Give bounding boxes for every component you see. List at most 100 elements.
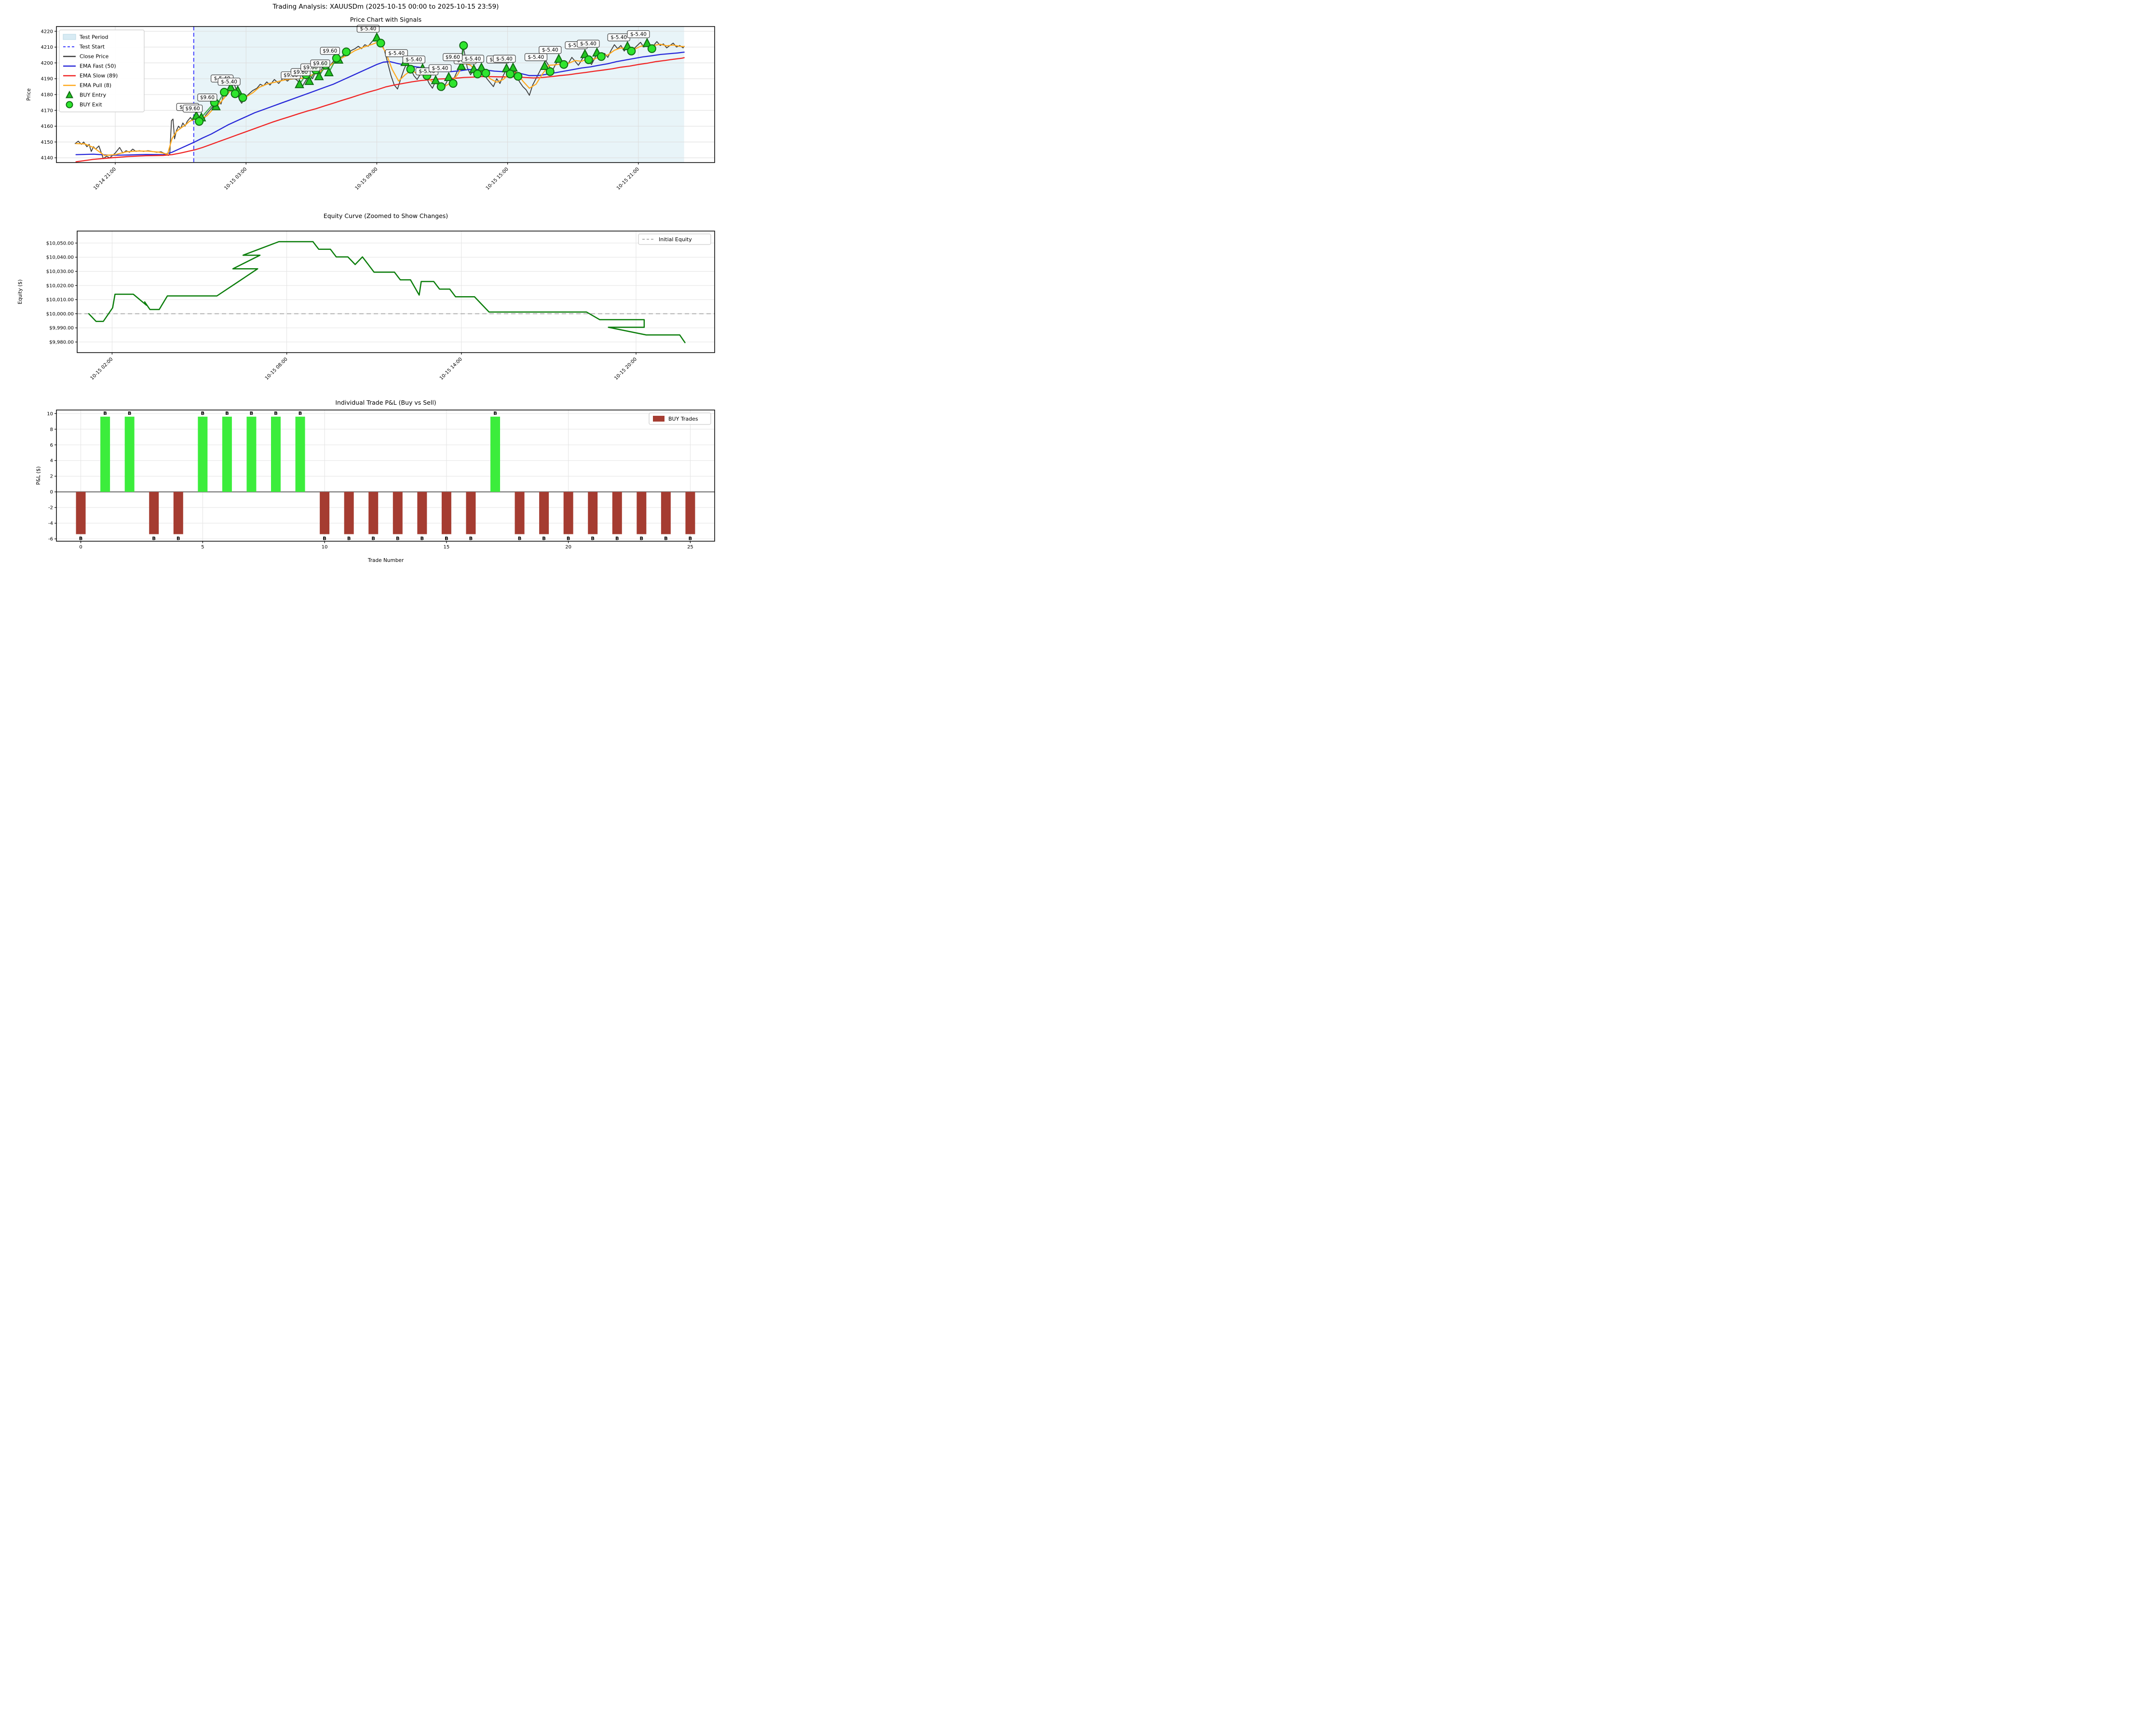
equity-axis-label: Equity ($) [17, 279, 23, 304]
trade-number-axis-label: Trade Number [367, 558, 404, 563]
trade-annotation: $-5.40 [524, 53, 548, 61]
pnl-bar [271, 416, 281, 492]
pnl-bar [393, 492, 403, 534]
pnl-bar [661, 492, 671, 534]
bar-label: B [469, 536, 473, 541]
pnl-bar [417, 492, 427, 534]
pnl-bar [588, 492, 598, 534]
y-tick-label: 4140 [41, 156, 53, 161]
annotation-text: $-5.40 [432, 66, 448, 71]
bar-label: B [420, 536, 424, 541]
annotation-text: $9.60 [186, 106, 200, 112]
annotation-box [577, 40, 600, 48]
legend-item-label: Close Price [80, 54, 109, 60]
bar-label: B [152, 536, 156, 541]
legend-item-label: Initial Equity [659, 236, 692, 243]
x-tick-label: 0 [79, 545, 82, 550]
buy-entry-marker [540, 60, 550, 70]
trade-annotation: $9.60 [320, 47, 340, 55]
annotation-box [539, 46, 562, 54]
buy-entry-marker [642, 38, 652, 47]
x-tick-label: 10-15 20:00 [613, 356, 638, 381]
trade-annotation: $-5.40 [607, 33, 630, 41]
x-tick-label: 10-15 09:00 [354, 166, 379, 191]
pnl-bar [515, 492, 525, 534]
annotation-box [310, 59, 330, 68]
bar-label: B [250, 411, 254, 416]
trade-annotation: $-5.40 [402, 55, 425, 64]
pnl-bar [441, 492, 451, 534]
pnl-axis-label: P&L ($) [36, 466, 41, 485]
axes-frame [56, 26, 715, 163]
buy-exit-marker [376, 39, 385, 48]
buy-exit-marker [220, 88, 229, 97]
y-tick-label: 4 [50, 458, 53, 464]
buy-exit-marker [506, 69, 515, 79]
trade-annotation: $-5.40 [493, 55, 516, 63]
annotation-text: $9.60 [446, 55, 460, 60]
annotation-text: $9.60 [323, 48, 337, 54]
pnl-bar [466, 492, 476, 534]
buy-exit-marker [481, 68, 490, 78]
bar-label: B [591, 536, 595, 541]
pnl-chart: B B B B B B B B B B B B B B B B B B B B B B B B B B -6 -4 -2 0 2 4 6 8 10 0… [47, 410, 715, 550]
annotation-box [493, 55, 516, 63]
y-tick-label: -6 [48, 537, 53, 542]
pnl-bar [76, 492, 86, 534]
legend-item-label: EMA Slow (89) [80, 73, 118, 79]
buy-exit-marker [332, 54, 341, 63]
annotation-box [320, 47, 340, 55]
annotation-box [443, 53, 463, 61]
pnl-bar [149, 492, 159, 534]
equity-chart-legend: Initial Equity [638, 233, 711, 245]
y-tick-label: -2 [48, 506, 53, 511]
annotation-text: $-5.40 [496, 56, 513, 62]
annotation-text: $9.60 [200, 95, 215, 101]
ema-fast-line [75, 51, 685, 156]
buy-exit-marker [436, 82, 446, 91]
buy-exit-marker [238, 93, 247, 102]
trade-annotation: $-5.40 [217, 78, 241, 86]
equity-line [88, 241, 686, 343]
buy-entry-marker [324, 67, 334, 77]
annotation-box [428, 64, 452, 72]
trade-annotation: $-5.40 [539, 46, 562, 54]
buy-exit-marker [647, 44, 656, 53]
pnl-chart-legend: BUY Trades [649, 412, 711, 425]
pnl-bar [246, 416, 257, 492]
trade-annotation: $9.60 [197, 93, 217, 102]
bar-label: B [567, 536, 570, 541]
annotation-box [524, 53, 548, 61]
annotation-text: $-5.40 [610, 35, 627, 41]
axes-frame [77, 231, 715, 353]
pnl-bar [295, 416, 305, 492]
x-tick-label: 10-15 21:00 [616, 166, 640, 191]
y-tick-label: 4220 [41, 29, 53, 34]
y-tick-label: 4200 [41, 61, 53, 66]
bar-label: B [615, 536, 619, 541]
x-tick-label: 5 [201, 545, 204, 550]
bar-label: B [103, 411, 107, 416]
buy-entry-marker [226, 82, 236, 92]
buy-exit-marker [231, 89, 240, 98]
bar-label: B [274, 411, 278, 416]
y-tick-label: 6 [50, 443, 53, 448]
bar-label: B [298, 411, 302, 416]
buy-exit-marker [627, 46, 636, 55]
legend-swatch-buy-trades [653, 416, 664, 422]
pnl-bar [320, 492, 330, 534]
buy-entry-marker [372, 32, 382, 41]
y-tick-label: 4160 [41, 124, 53, 129]
legend-box [59, 29, 145, 112]
bar-label: B [128, 411, 132, 416]
trade-annotation: $-5.40 [627, 30, 650, 39]
trade-annotation: $-5.40 [356, 25, 380, 33]
buy-entry-marker [554, 54, 564, 63]
y-tick-label: 2 [50, 474, 53, 479]
annotation-text: $-5.40 [388, 51, 405, 56]
annotation-box [627, 30, 650, 39]
buy-exit-marker [514, 72, 523, 81]
x-tick-label: 10-15 14:00 [439, 356, 463, 381]
buy-entry-marker [444, 71, 454, 81]
buy-exit-marker [342, 47, 351, 56]
